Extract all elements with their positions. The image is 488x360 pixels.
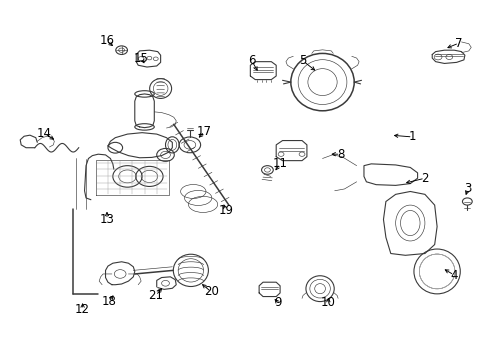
Text: 20: 20 [203, 285, 218, 298]
Text: 11: 11 [272, 157, 287, 170]
Text: 13: 13 [100, 213, 114, 226]
Text: 21: 21 [148, 289, 163, 302]
Text: 3: 3 [463, 183, 470, 195]
Text: 18: 18 [102, 295, 116, 308]
Text: 9: 9 [273, 296, 281, 309]
Text: 16: 16 [99, 34, 114, 48]
Text: 7: 7 [454, 36, 462, 50]
Text: 10: 10 [320, 296, 335, 309]
Text: 8: 8 [336, 148, 344, 161]
Text: 5: 5 [299, 54, 306, 67]
Text: 1: 1 [408, 130, 416, 144]
Text: 15: 15 [133, 51, 148, 64]
Text: 17: 17 [197, 125, 212, 138]
Text: 19: 19 [218, 204, 233, 217]
Text: 14: 14 [37, 127, 52, 140]
Text: 6: 6 [247, 54, 255, 67]
Text: 4: 4 [449, 269, 457, 282]
Text: 12: 12 [75, 303, 90, 316]
Text: 2: 2 [420, 172, 428, 185]
